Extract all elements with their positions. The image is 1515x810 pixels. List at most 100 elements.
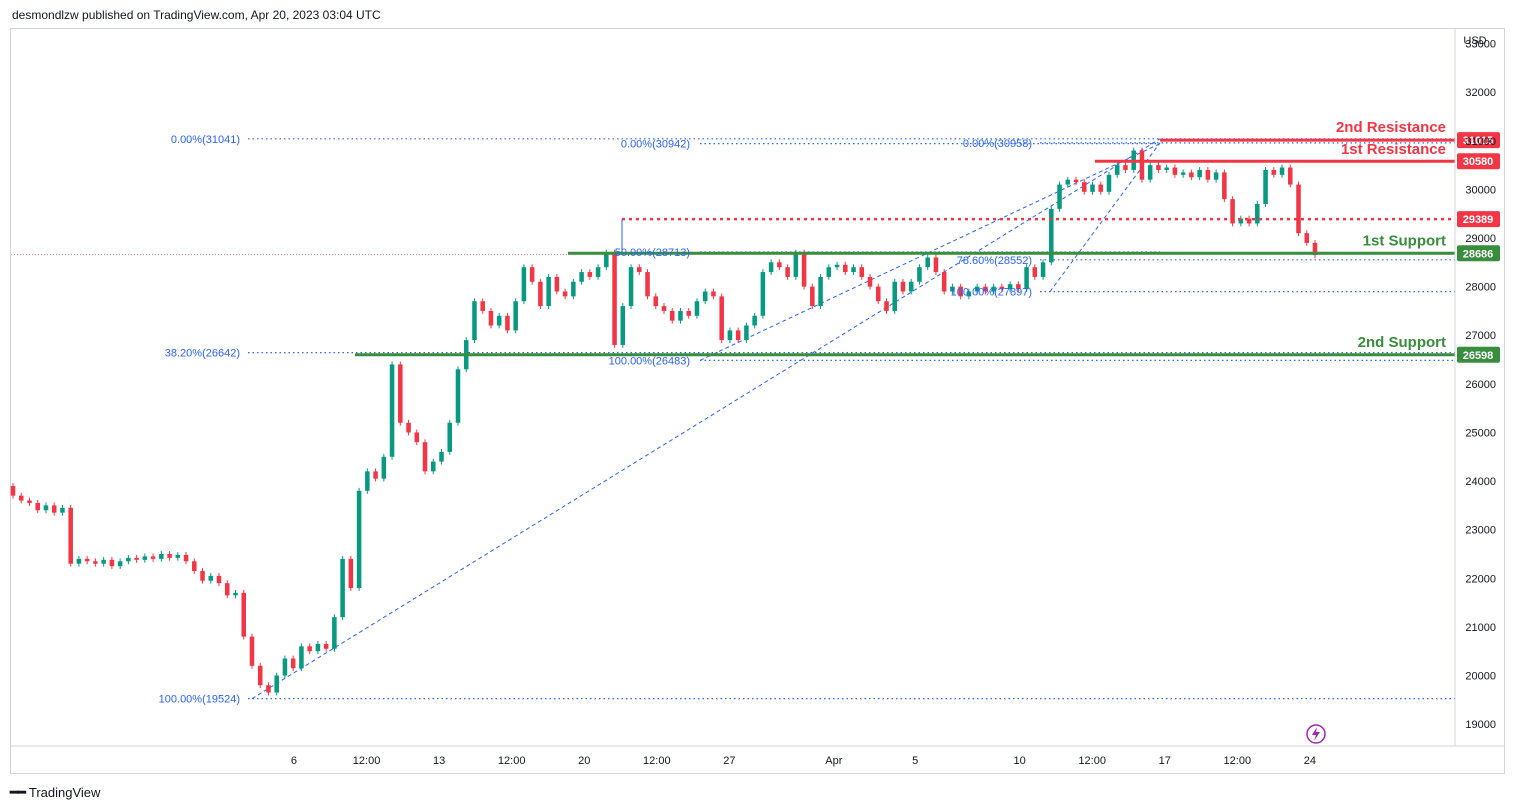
candle-body <box>348 558 354 589</box>
candle-body <box>439 451 444 462</box>
candle-body <box>1263 169 1268 204</box>
x-tick-label: 10 <box>1013 755 1025 767</box>
lightning-bolt-icon <box>1312 727 1320 741</box>
candle-body <box>1296 184 1301 234</box>
candle-body <box>389 364 395 457</box>
candle-body <box>958 286 963 297</box>
candle-body <box>1123 165 1128 170</box>
candle-body <box>1032 267 1038 277</box>
candle-body <box>282 658 288 676</box>
candle-body <box>694 301 700 316</box>
x-tick-label: 12:00 <box>353 755 381 767</box>
candle-body <box>109 559 115 567</box>
y-tick-label: 27000 <box>1465 330 1496 342</box>
candle-body <box>51 505 57 513</box>
candle-body <box>669 310 675 321</box>
candle-body <box>1304 233 1310 243</box>
candle-body <box>60 507 65 513</box>
level-price-badge <box>1457 153 1500 170</box>
price-chart[interactable]: 31015 2nd Resistance 30580 1st Resistance 29… <box>0 0 1515 780</box>
x-tick-label: 24 <box>1304 755 1316 767</box>
tradingview-brand[interactable]: ━━ TradingView <box>10 784 100 801</box>
x-tick-label: 13 <box>433 755 445 767</box>
candle-body <box>966 291 972 297</box>
fib-label: 0.00%(31041) <box>171 134 240 146</box>
candle-body <box>266 685 271 693</box>
candle-body <box>233 592 238 596</box>
candle-body <box>1007 284 1013 290</box>
level-name-label: 1st Support <box>1363 232 1446 249</box>
candle-body <box>480 301 485 311</box>
candle-body <box>406 422 411 433</box>
brand-name: TradingView <box>28 785 101 800</box>
candle-body <box>1197 169 1202 178</box>
candle-body <box>538 281 543 307</box>
level-price-badge <box>1457 346 1500 363</box>
candle-body <box>513 301 518 331</box>
candle-body <box>810 286 815 307</box>
candle-body <box>875 286 881 302</box>
candle-body <box>1065 179 1071 185</box>
candle-body <box>241 592 247 637</box>
candle-body <box>447 422 453 452</box>
level-name-label: 2nd Support <box>1358 334 1446 351</box>
candle-body <box>661 306 667 311</box>
candle-body <box>159 553 164 559</box>
x-tick-label: 5 <box>912 755 918 767</box>
level-price-text: 26598 <box>1463 350 1494 362</box>
y-tick-label: 32000 <box>1465 87 1496 99</box>
candle-body <box>777 262 782 268</box>
candle-body <box>43 505 49 511</box>
candle-body <box>398 364 403 423</box>
candle-body <box>356 490 362 589</box>
candle-body <box>760 272 766 316</box>
candle-body <box>1057 184 1062 209</box>
candle-body <box>628 267 634 307</box>
candle-body <box>488 310 494 326</box>
level-name-label: 2nd Resistance <box>1336 119 1446 136</box>
candle-body <box>1255 203 1260 224</box>
candle-body <box>719 296 724 341</box>
candle-body <box>1172 167 1178 175</box>
candle-body <box>571 281 576 297</box>
candle-body <box>1156 165 1161 170</box>
candle-body <box>752 315 757 326</box>
level-price-badge <box>1457 211 1500 228</box>
candle-body <box>18 495 24 501</box>
candle-body <box>505 315 510 331</box>
y-tick-label: 20000 <box>1465 671 1496 683</box>
candle-body <box>834 264 840 268</box>
candle-body <box>126 557 131 562</box>
candle-body <box>274 675 279 693</box>
candle-body <box>200 571 205 581</box>
y-tick-label: 33000 <box>1465 39 1496 51</box>
candle-body <box>323 643 329 649</box>
y-tick-label: 23000 <box>1465 525 1496 537</box>
candle-body <box>1040 262 1046 277</box>
candle-body <box>422 442 428 472</box>
candle-body <box>653 296 659 307</box>
candle-body <box>35 502 40 511</box>
candle-body <box>727 330 733 341</box>
y-tick-label: 24000 <box>1465 476 1496 488</box>
y-tick-label: 30000 <box>1465 184 1496 196</box>
candle-body <box>595 267 601 277</box>
candle-body <box>941 272 947 292</box>
candle-body <box>637 267 642 273</box>
candle-body <box>744 325 749 341</box>
candle-body <box>521 267 527 302</box>
candle-body <box>68 507 73 564</box>
candle-body <box>224 583 230 596</box>
candle-body <box>76 558 82 564</box>
candle-body <box>1230 199 1235 224</box>
candle-body <box>142 556 148 560</box>
candle-body <box>554 276 560 292</box>
candle-body <box>702 291 708 302</box>
candle-body <box>10 485 16 496</box>
fib-label: 100.00%(19524) <box>159 694 240 706</box>
y-tick-label: 26000 <box>1465 379 1496 391</box>
candle-body <box>859 267 865 277</box>
x-tick-label: 12:00 <box>1224 755 1252 767</box>
candle-body <box>117 561 123 567</box>
fib-label: 38.20%(26642) <box>165 348 240 360</box>
